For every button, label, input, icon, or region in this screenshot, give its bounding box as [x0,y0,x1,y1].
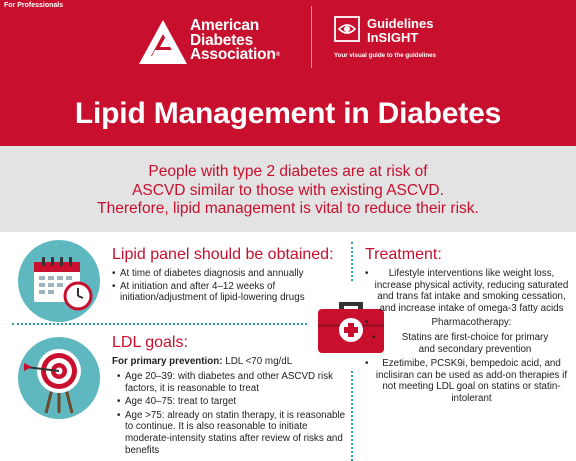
intro-banner: People with type 2 diabetes are at risk … [0,146,576,232]
lipid-panel-list: At time of diabetes diagnosis and annual… [112,268,342,305]
lipid-panel-title: Lipid panel should be obtained: [112,246,334,263]
list-item: Lifestyle interventions like weight loss… [365,268,571,314]
intro-line-1: People with type 2 diabetes are at risk … [148,163,428,180]
list-item: Age 40–75: treat to target [117,396,349,408]
ldl-goals-list: Age 20–39: with diabetes and other ASCVD… [117,371,349,458]
ada-line-2: Diabetes [190,31,254,49]
guidelines-insight-logo[interactable]: Guidelines InSIGHT Your visual guide to … [334,16,464,66]
ldl-goals-title: LDL goals: [112,334,188,351]
treatment-title: Treatment: [365,246,442,263]
eye-icon [334,16,360,42]
list-item: Statins are first-choice for primary and… [365,332,571,355]
header-banner: For Professionals American Diabetes Asso… [0,0,576,146]
primary-prevention-value: LDL <70 mg/dL [225,356,293,367]
page-title: Lipid Management in Diabetes [74,97,502,130]
statins-line-a: Statins are first-choice for primary [401,331,549,343]
list-item: Age >75: already on statin therapy, it i… [117,410,349,456]
target-arrow-icon [18,337,100,419]
list-item: At time of diabetes diagnosis and annual… [112,268,342,280]
guidelines-insight-wordmark: Guidelines InSIGHT [367,17,433,45]
ada-triangle-icon [139,20,187,64]
horizontal-divider [12,323,347,325]
list-item: At initiation and after 4–12 weeks of in… [112,281,342,304]
gi-tagline: Your visual guide to the guidelines [334,52,436,59]
gi-line-2: InSIGHT [367,30,419,45]
intro-line-2: ASCVD similar to those with existing ASC… [132,181,444,199]
ada-line-1: American [190,17,260,34]
primary-prevention: For primary prevention: LDL <70 mg/dL [112,356,292,367]
ada-line-3: Association [190,46,276,63]
logo-divider [311,6,312,68]
statins-line-b: and secondary prevention [418,343,532,355]
list-item: Age 20–39: with diabetes and other ASCVD… [117,371,349,394]
list-item: Pharmacotherapy: [365,317,571,329]
intro-line-3: Therefore, lipid management is vital to … [97,200,479,217]
gi-line-1: Guidelines [367,16,434,31]
treatment-list: Lifestyle interventions like weight loss… [365,268,571,408]
primary-prevention-label: For primary prevention: [112,356,223,367]
intro-text: People with type 2 diabetes are at risk … [20,163,556,219]
ada-logo[interactable]: American Diabetes Association® [139,18,299,66]
list-item: Ezetimibe, PCSK9i, bempedoic acid, and i… [365,358,571,404]
calendar-clock-icon [18,240,100,322]
ada-wordmark: American Diabetes Association® [190,17,280,63]
for-professionals-label: For Professionals [4,2,64,9]
